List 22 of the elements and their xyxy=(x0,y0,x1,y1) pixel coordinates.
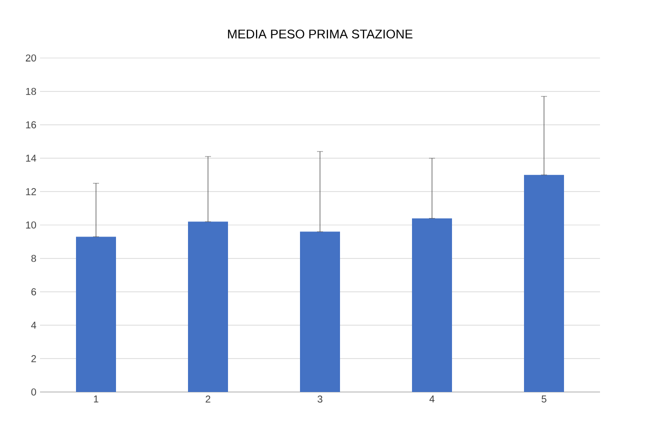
x-tick-label: 1 xyxy=(94,396,98,402)
bar xyxy=(188,222,228,392)
y-tick-label: 10 xyxy=(26,221,36,229)
bar xyxy=(412,218,452,392)
y-tick-label: 14 xyxy=(26,154,36,162)
x-tick-label: 2 xyxy=(206,396,210,403)
y-tick-label: 6 xyxy=(31,288,36,296)
y-tick-label: 8 xyxy=(31,254,36,262)
bar xyxy=(300,232,340,392)
bar xyxy=(524,174,564,392)
x-tick-label: 4 xyxy=(429,396,434,402)
y-tick-label: 16 xyxy=(26,121,36,128)
y-tick-label: 12 xyxy=(26,188,36,196)
y-tick-label: 2 xyxy=(31,355,36,362)
y-tick-label: 4 xyxy=(31,322,36,329)
y-tick-label: 20 xyxy=(26,54,36,62)
y-tick-label: 18 xyxy=(26,88,36,95)
x-tick-label: 5 xyxy=(542,396,546,403)
bar xyxy=(76,236,116,392)
x-tick-label: 3 xyxy=(318,396,322,403)
y-tick-label: 0 xyxy=(31,388,36,396)
chart-title: MEDIA PESO PRIMA STAZIONE xyxy=(228,30,412,38)
